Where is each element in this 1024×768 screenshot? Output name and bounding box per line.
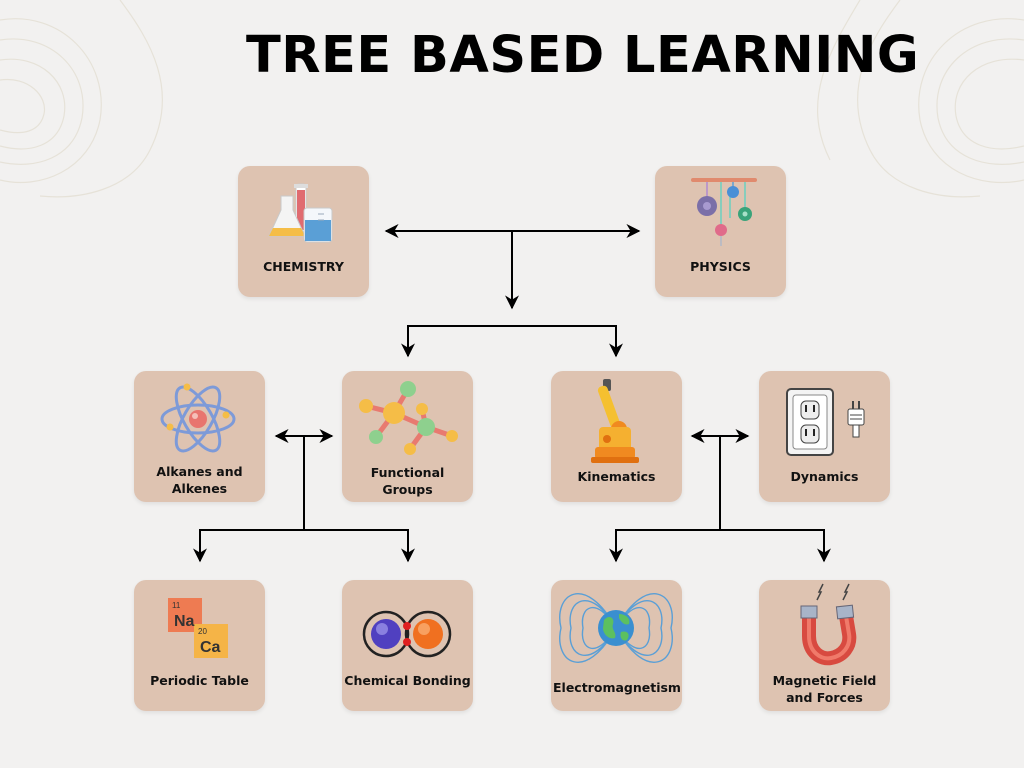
node-dynamics: Dynamics (759, 371, 890, 502)
node-chemistry: CHEMISTRY (238, 166, 369, 297)
element-ca-number: 20 (198, 627, 207, 636)
node-alkanes-alkenes: Alkanes and Alkenes (134, 371, 265, 502)
node-periodic-table: 11 Na 20 Ca Periodic Table (134, 580, 265, 711)
node-label: Dynamics (790, 469, 859, 484)
node-magnetic-field-forces: Magnetic Field and Forces (759, 580, 890, 711)
page-title: TREE BASED LEARNING (246, 26, 920, 85)
horseshoe-magnet-icon (800, 583, 857, 666)
node-label: Alkanes and Alkenes (156, 464, 243, 496)
element-ca-symbol: Ca (200, 639, 221, 656)
node-functional-groups: Functional Groups (342, 371, 473, 502)
molecule-icon (359, 381, 458, 455)
node-label: CHEMISTRY (263, 259, 344, 274)
element-na-number: 11 (172, 601, 181, 610)
element-na-symbol: Na (174, 613, 195, 630)
node-label: Functional Groups (370, 465, 445, 497)
node-chemical-bonding: Chemical Bonding (342, 580, 473, 711)
lab-flasks-icon (268, 183, 333, 243)
bonded-atoms-icon (362, 610, 452, 658)
node-electromagnetism: Electromagnetism (551, 580, 682, 711)
node-label: Periodic Table (150, 673, 249, 688)
periodic-elements-icon: 11 Na 20 Ca (168, 598, 228, 658)
node-label: Magnetic Field and Forces (772, 673, 877, 705)
atom-icon (160, 383, 236, 453)
node-label: Chemical Bonding (344, 673, 471, 688)
earth-field-lines-icon (559, 593, 673, 663)
node-kinematics: Kinematics (551, 371, 682, 502)
node-label: Electromagnetism (553, 680, 681, 695)
robotic-arm-icon (591, 379, 639, 463)
pendulum-mobile-icon (691, 178, 757, 246)
node-label: PHYSICS (690, 259, 751, 274)
node-physics: PHYSICS (655, 166, 786, 297)
power-outlet-icon (786, 388, 865, 456)
node-label: Kinematics (577, 469, 656, 484)
